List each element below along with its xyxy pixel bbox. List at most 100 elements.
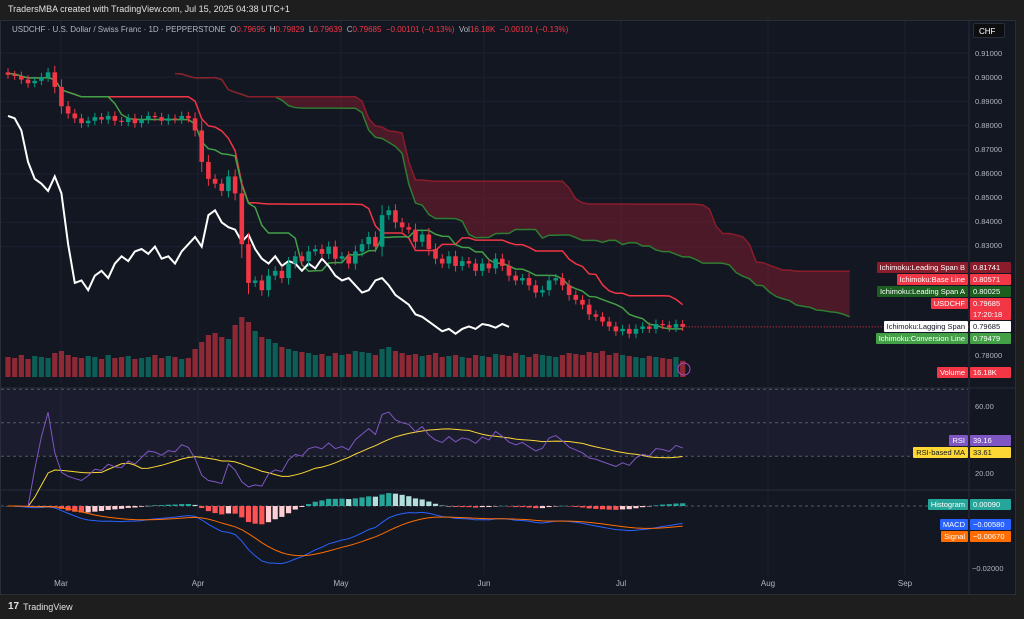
candle-body bbox=[299, 256, 305, 262]
candle-body bbox=[159, 117, 164, 121]
candle-body bbox=[179, 115, 184, 120]
rsi-tick: 60.00 bbox=[975, 402, 994, 411]
tradingview-logo-icon: 17 bbox=[8, 601, 20, 612]
brand-name: TradingView bbox=[23, 601, 73, 612]
candle-body bbox=[533, 285, 539, 293]
candle-body bbox=[112, 115, 118, 121]
tag-name: Histogram bbox=[927, 499, 968, 510]
volume-bar bbox=[98, 359, 105, 377]
volume-bar bbox=[18, 355, 24, 377]
candle-body bbox=[5, 72, 11, 75]
macd-histogram-bar bbox=[312, 501, 318, 506]
macd-histogram-bar bbox=[432, 503, 439, 506]
volume-bar bbox=[372, 355, 378, 377]
macd-histogram-bar bbox=[245, 506, 252, 523]
candle-body bbox=[99, 117, 104, 120]
candle-body bbox=[105, 115, 111, 120]
currency-button[interactable]: CHF bbox=[973, 23, 1005, 38]
replay-indicator-icon bbox=[677, 362, 691, 376]
candle-body bbox=[166, 118, 171, 121]
candle-body bbox=[600, 316, 605, 322]
volume-bar bbox=[139, 358, 145, 377]
macd-histogram-bar bbox=[172, 504, 178, 506]
macd-histogram-bar bbox=[426, 501, 432, 506]
rsi-line bbox=[14, 411, 683, 507]
candle-body bbox=[493, 258, 498, 269]
candle-body bbox=[667, 325, 672, 328]
candle-body bbox=[466, 261, 472, 264]
volume-bar bbox=[239, 317, 245, 377]
candle-body bbox=[206, 161, 211, 179]
tag-value: 0.79685 17:20:18 bbox=[970, 298, 1011, 320]
macd-histogram-bar bbox=[559, 505, 566, 507]
volume-bar bbox=[159, 358, 165, 377]
volume-bar bbox=[619, 355, 626, 377]
macd-histogram-bar bbox=[660, 504, 666, 506]
volume-bar bbox=[58, 351, 65, 377]
candle-body bbox=[540, 290, 545, 293]
volume-bar bbox=[579, 355, 586, 377]
macd-histogram-bar bbox=[219, 506, 225, 515]
candle-body bbox=[626, 328, 632, 334]
tradingview-logo[interactable]: 17 TradingView bbox=[8, 601, 73, 612]
candle-body bbox=[593, 314, 599, 317]
volume-bar bbox=[192, 349, 198, 377]
volume-bar bbox=[446, 356, 452, 377]
tag-value: 0.79685 bbox=[970, 321, 1011, 332]
leading-span-a-line bbox=[174, 72, 850, 318]
macd-histogram-bar bbox=[132, 506, 138, 508]
candle-body bbox=[386, 210, 392, 216]
candle-body bbox=[453, 256, 458, 266]
tag-value: 0.80571 bbox=[970, 274, 1011, 285]
macd-histogram-bar bbox=[152, 505, 158, 506]
candle-body bbox=[172, 118, 178, 120]
candle-body bbox=[119, 120, 124, 122]
candle-body bbox=[399, 222, 405, 228]
volume-value: 16.18K bbox=[469, 25, 496, 34]
macd-line bbox=[7, 505, 683, 565]
macd-histogram-bar bbox=[613, 506, 619, 510]
macd-histogram-bar bbox=[466, 506, 472, 508]
volume-bar bbox=[673, 357, 679, 377]
macd-histogram-bar bbox=[653, 505, 659, 506]
conversion-line bbox=[7, 72, 683, 330]
volume-bar bbox=[285, 349, 292, 377]
volume-bar bbox=[519, 355, 525, 377]
macd-histogram-bar bbox=[619, 506, 626, 510]
tag-name: Ichimoku:Lagging Span bbox=[883, 321, 968, 332]
macd-histogram-bar bbox=[65, 506, 71, 511]
candle-body bbox=[252, 280, 258, 283]
price-tick: 0.89000 bbox=[975, 97, 1003, 106]
price-tick: 0.87000 bbox=[975, 145, 1003, 154]
tag-value: 39.16 bbox=[970, 435, 1011, 446]
price-tick: 0.83000 bbox=[975, 241, 1003, 250]
candle-body bbox=[353, 251, 358, 264]
macd-histogram-bar bbox=[179, 504, 185, 506]
macd-histogram-bar bbox=[199, 506, 205, 509]
candle-body bbox=[52, 72, 58, 87]
volume-bar bbox=[105, 355, 111, 377]
macd-histogram-bar bbox=[626, 506, 632, 510]
volume-bar bbox=[386, 347, 392, 377]
candle-body bbox=[306, 251, 311, 262]
chart-container[interactable] bbox=[0, 20, 1016, 595]
candle-body bbox=[606, 321, 612, 327]
candle-body bbox=[620, 328, 625, 332]
volume-bar bbox=[125, 356, 131, 377]
volume-bar bbox=[626, 356, 632, 377]
candle-body bbox=[45, 72, 51, 78]
macd-histogram-bar bbox=[125, 506, 131, 508]
macd-histogram-bar bbox=[666, 504, 672, 506]
macd-histogram-bar bbox=[606, 506, 612, 510]
volume-bar bbox=[212, 333, 218, 377]
volume-bar bbox=[219, 337, 225, 377]
leading-span-b-line bbox=[174, 72, 850, 273]
macd-histogram-bar bbox=[452, 506, 459, 507]
macd-histogram-bar bbox=[406, 496, 412, 506]
volume-bar bbox=[646, 356, 652, 377]
macd-histogram-bar bbox=[546, 506, 552, 508]
macd-histogram-bar bbox=[519, 506, 525, 508]
macd-histogram-bar bbox=[145, 505, 151, 507]
time-tick: May bbox=[333, 579, 349, 588]
